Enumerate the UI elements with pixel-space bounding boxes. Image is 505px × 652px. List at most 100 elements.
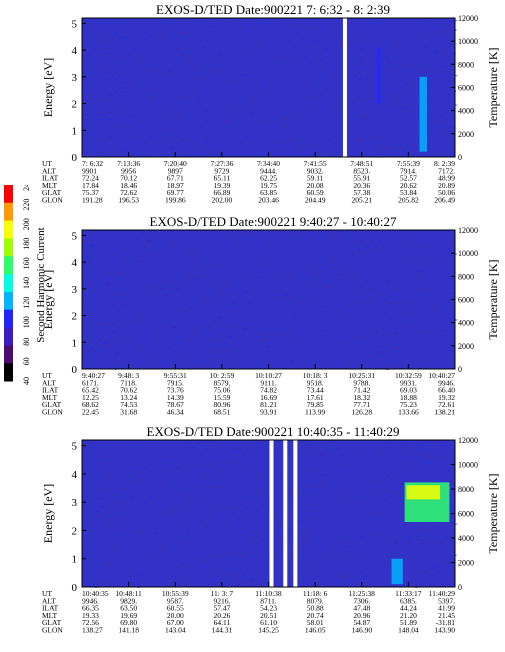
- noise-speck: [451, 523, 454, 525]
- noise-speck: [245, 31, 249, 33]
- noise-speck: [148, 551, 153, 553]
- noise-speck: [423, 301, 428, 303]
- noise-speck: [217, 41, 221, 43]
- noise-speck: [306, 347, 309, 349]
- noise-speck: [267, 502, 270, 504]
- noise-speck: [194, 99, 199, 101]
- noise-speck: [444, 297, 447, 299]
- noise-speck: [434, 442, 436, 444]
- table-cell: 31.68: [120, 408, 137, 417]
- noise-speck: [222, 472, 225, 474]
- noise-speck: [112, 560, 116, 562]
- noise-speck: [265, 459, 269, 461]
- noise-speck: [154, 509, 157, 511]
- noise-speck: [255, 510, 259, 512]
- noise-speck: [446, 40, 448, 42]
- noise-speck: [351, 254, 355, 256]
- noise-speck: [380, 509, 383, 511]
- noise-speck: [417, 43, 420, 45]
- noise-speck: [268, 338, 272, 340]
- noise-speck: [200, 580, 204, 582]
- noise-speck: [249, 82, 252, 84]
- noise-speck: [318, 258, 322, 260]
- noise-speck: [316, 506, 320, 508]
- noise-speck: [174, 142, 178, 144]
- noise-speck: [402, 563, 406, 565]
- noise-speck: [177, 525, 181, 527]
- noise-speck: [119, 95, 123, 97]
- row-label: ILAT: [42, 386, 59, 395]
- noise-speck: [166, 237, 171, 239]
- noise-speck: [234, 462, 238, 464]
- noise-speck: [179, 32, 184, 34]
- noise-speck: [362, 479, 365, 481]
- table-cell: 57.38: [353, 188, 370, 197]
- noise-speck: [376, 124, 380, 126]
- noise-speck: [326, 528, 329, 530]
- noise-speck: [401, 111, 404, 113]
- noise-speck: [371, 316, 375, 318]
- table-cell: 9946.: [82, 596, 99, 605]
- noise-speck: [167, 461, 171, 463]
- noise-speck: [367, 290, 370, 292]
- noise-speck: [220, 317, 222, 319]
- noise-speck: [212, 526, 216, 528]
- chart-title: EXOS-D/TED Date:900221 10:40:35 - 11:40:…: [147, 424, 400, 439]
- noise-speck: [211, 351, 215, 353]
- noise-speck: [290, 97, 293, 99]
- noise-speck: [91, 114, 94, 116]
- row-label: GLON: [42, 408, 63, 417]
- y2-tick-label: 4000: [458, 107, 474, 116]
- noise-speck: [338, 237, 341, 239]
- noise-speck: [118, 272, 123, 274]
- noise-speck: [99, 67, 101, 69]
- noise-speck: [315, 540, 318, 542]
- noise-speck: [387, 53, 391, 55]
- noise-speck: [324, 88, 328, 90]
- noise-speck: [320, 306, 325, 308]
- noise-speck: [375, 22, 380, 24]
- noise-speck: [326, 73, 330, 75]
- noise-speck: [426, 137, 430, 139]
- table-cell: 9111.: [260, 378, 276, 387]
- noise-speck: [130, 465, 133, 467]
- noise-speck: [310, 232, 313, 234]
- noise-speck: [297, 355, 300, 357]
- noise-speck: [191, 319, 195, 321]
- noise-speck: [306, 497, 309, 499]
- noise-speck: [381, 327, 386, 329]
- noise-speck: [447, 141, 450, 143]
- noise-speck: [111, 262, 116, 264]
- noise-speck: [235, 131, 237, 133]
- noise-speck: [425, 463, 430, 465]
- noise-speck: [144, 453, 148, 455]
- noise-speck: [365, 290, 370, 292]
- noise-speck: [443, 334, 447, 336]
- noise-speck: [311, 569, 315, 571]
- noise-speck: [184, 468, 189, 470]
- noise-speck: [370, 69, 374, 71]
- noise-speck: [164, 72, 168, 74]
- noise-speck: [225, 506, 229, 508]
- noise-speck: [348, 363, 352, 365]
- colorbar-tick-label: 140: [22, 277, 31, 289]
- noise-speck: [324, 48, 328, 50]
- noise-speck: [296, 350, 299, 352]
- noise-speck: [444, 536, 447, 538]
- noise-speck: [366, 289, 371, 291]
- table-cell: 21.45: [438, 611, 455, 620]
- noise-speck: [142, 324, 145, 326]
- noise-speck: [121, 488, 125, 490]
- noise-speck: [395, 268, 400, 270]
- noise-speck: [143, 518, 147, 520]
- noise-speck: [345, 349, 348, 351]
- colorbar-swatch: [4, 238, 13, 257]
- noise-speck: [435, 458, 439, 460]
- noise-speck: [309, 528, 313, 530]
- table-cell: 18.97: [167, 181, 184, 190]
- noise-speck: [234, 247, 237, 249]
- colorbar-swatch: [4, 185, 13, 204]
- row-label: MLT: [42, 393, 58, 402]
- noise-speck: [225, 561, 229, 563]
- noise-speck: [207, 105, 209, 107]
